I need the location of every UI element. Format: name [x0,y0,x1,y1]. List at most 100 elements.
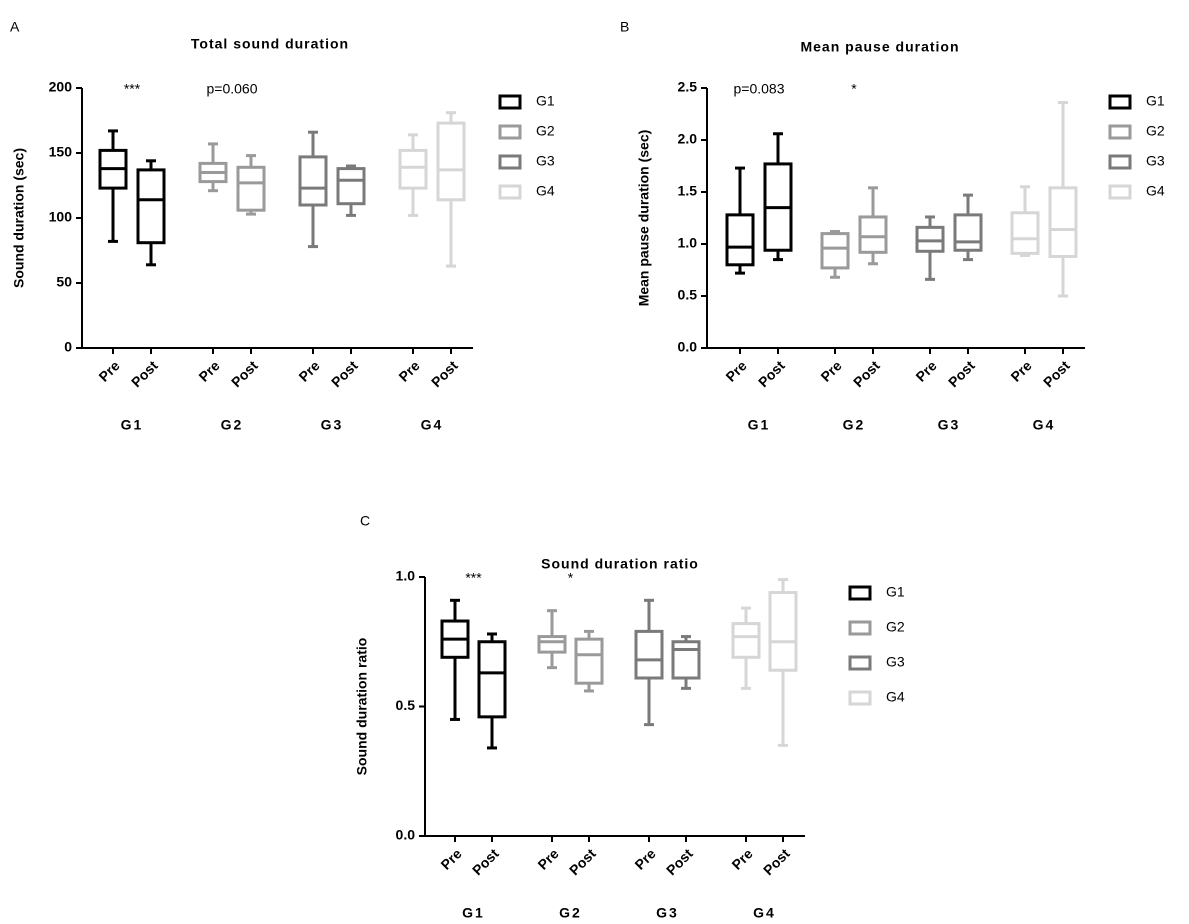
y-tick-label: 0.0 [396,827,416,843]
y-tick-label: 0.5 [396,697,416,713]
group-label: G1 [748,417,771,433]
box [953,213,983,252]
group-label: G2 [843,417,866,433]
x-tick-label: Pre [395,357,422,384]
y-tick-label: 1.0 [678,235,698,251]
group-label: G3 [938,417,961,433]
x-tick-label: Post [850,357,883,390]
x-tick-label: Pre [295,357,322,384]
legend-label: G3 [886,654,905,670]
group-label: G3 [321,417,344,433]
group-label: G1 [462,905,485,921]
y-tick-label: 200 [49,79,73,95]
x-tick-label: Post [663,845,696,878]
annotation: *** [124,81,141,97]
y-axis-title: Sound duration (sec) [11,148,27,288]
annotation: *** [465,570,482,586]
legend-label: G3 [1146,153,1165,169]
legend-label: G1 [536,93,555,109]
group-label: G4 [421,417,444,433]
legend-swatch [498,184,522,200]
box [298,155,328,207]
box [768,591,798,672]
y-tick-label: 0 [64,339,72,355]
annotation: p=0.083 [734,81,785,97]
annotation: * [851,81,857,97]
legend-swatch [498,124,522,140]
y-tick-label: 1.5 [678,183,698,199]
legend-label: G1 [1146,93,1165,109]
box [537,635,567,654]
legend-label: G2 [886,619,905,635]
chart-title: Total sound duration [191,36,349,52]
box [820,232,850,270]
box [858,215,888,254]
x-tick-label: Pre [195,357,222,384]
y-tick-label: 1.0 [396,568,416,584]
group-label: G3 [656,905,679,921]
x-tick-label: Post [945,357,978,390]
legend-label: G2 [1146,123,1165,139]
legend-swatch [848,585,872,601]
box [1010,211,1040,255]
box [731,622,761,659]
x-tick-label: Post [1040,357,1073,390]
y-tick-label: 100 [49,209,73,225]
box [634,629,664,680]
group-label: G1 [121,417,144,433]
legend-swatch [1108,124,1132,140]
x-tick-label: Pre [631,845,658,872]
panel-label: C [360,513,370,529]
group-label: G2 [559,905,582,921]
legend-swatch [1108,154,1132,170]
box [1048,186,1078,258]
x-tick-label: Post [328,357,361,390]
box [574,637,604,685]
box [336,167,366,206]
box [136,168,166,245]
legend-swatch [848,690,872,706]
x-tick-label: Pre [437,845,464,872]
x-tick-label: Post [755,357,788,390]
x-tick-label: Pre [1007,357,1034,384]
x-tick-label: Post [128,357,161,390]
y-axis-title: Mean pause duration (sec) [636,130,652,307]
x-tick-label: Post [228,357,261,390]
chart-title: Mean pause duration [800,39,959,55]
y-tick-label: 50 [56,274,72,290]
legend-label: G3 [536,153,555,169]
box [477,640,507,719]
legend-label: G4 [886,689,905,705]
box [398,148,428,190]
y-tick-label: 0.5 [678,287,698,303]
legend-swatch [1108,184,1132,200]
x-tick-label: Pre [912,357,939,384]
box [671,640,701,680]
y-axis-title: Sound duration ratio [354,638,370,776]
legend-swatch [848,655,872,671]
annotation: p=0.060 [207,81,258,97]
box [436,121,466,202]
legend-swatch [498,94,522,110]
x-tick-label: Post [428,357,461,390]
x-tick-label: Post [760,845,793,878]
box [725,213,755,267]
x-tick-label: Pre [534,845,561,872]
box [915,225,945,253]
group-label: G4 [1033,417,1056,433]
y-tick-label: 150 [49,144,73,160]
legend-swatch [498,154,522,170]
y-tick-label: 2.5 [678,79,698,95]
x-tick-label: Post [469,845,502,878]
x-tick-label: Pre [728,845,755,872]
legend-label: G1 [886,584,905,600]
x-tick-label: Pre [95,357,122,384]
x-tick-label: Post [566,845,599,878]
legend-swatch [848,620,872,636]
chart-title: Sound duration ratio [541,556,699,572]
legend-label: G4 [536,183,555,199]
y-tick-label: 2.0 [678,131,698,147]
legend-label: G4 [1146,183,1165,199]
panel-label: B [620,19,629,35]
